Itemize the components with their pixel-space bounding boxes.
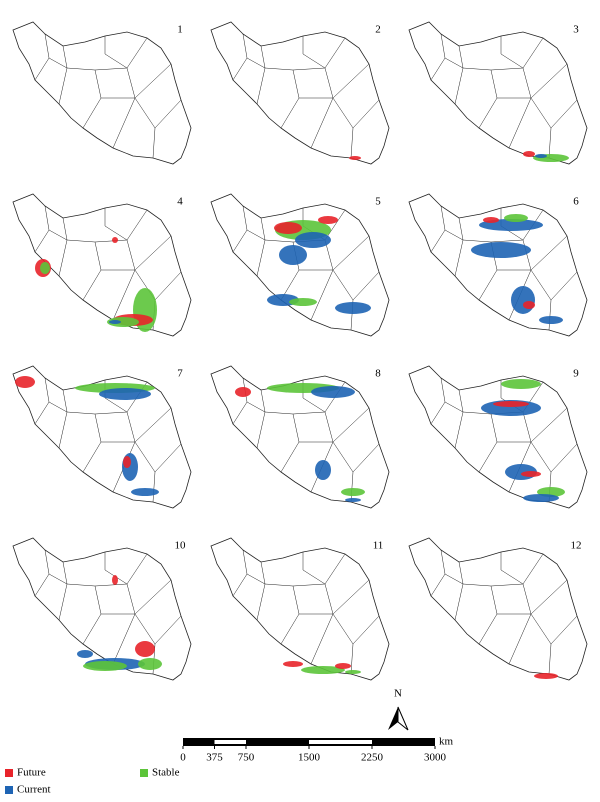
range-patch bbox=[501, 379, 541, 389]
country-outline bbox=[408, 537, 588, 681]
range-patch bbox=[318, 216, 338, 224]
panel-number: 3 bbox=[573, 24, 579, 36]
range-patch bbox=[345, 498, 361, 502]
map-panel: 9 bbox=[408, 365, 588, 509]
country-outline bbox=[408, 21, 588, 165]
range-patch bbox=[523, 494, 559, 502]
north-label: N bbox=[394, 688, 402, 700]
range-patch bbox=[521, 471, 541, 477]
scale-bar: 0 375 750 1500 2250 3000 km bbox=[180, 736, 453, 764]
map-panel: 8 bbox=[210, 365, 390, 509]
map-panel: 3 bbox=[408, 21, 588, 165]
range-patch bbox=[345, 670, 361, 674]
map-panel: 12 bbox=[408, 537, 588, 681]
map-panel: 7 bbox=[12, 365, 192, 509]
range-patch bbox=[77, 650, 93, 658]
range-patch bbox=[112, 237, 118, 243]
range-patch bbox=[235, 387, 251, 397]
panel-grid: 1 2 34 5 67 8 910 11 12 bbox=[12, 21, 588, 681]
country-outline bbox=[12, 21, 192, 165]
country-outline bbox=[408, 193, 588, 337]
scale-label: 0 bbox=[180, 752, 186, 764]
range-patch bbox=[274, 222, 302, 234]
map-panel: 2 bbox=[210, 21, 390, 165]
legend-label: Current bbox=[17, 784, 51, 796]
country-outline bbox=[210, 537, 390, 681]
scale-label: 750 bbox=[238, 752, 255, 764]
range-patch bbox=[311, 386, 355, 398]
scale-segment bbox=[214, 740, 246, 744]
country-outline bbox=[210, 21, 390, 165]
range-patch bbox=[534, 673, 558, 679]
range-patch bbox=[511, 286, 535, 314]
panel-number: 4 bbox=[177, 196, 183, 208]
range-patch bbox=[122, 453, 138, 481]
legend: Future Current Stable bbox=[5, 767, 180, 796]
range-patch bbox=[335, 663, 351, 669]
range-patch bbox=[131, 488, 159, 496]
range-patch bbox=[279, 245, 307, 265]
country-outline bbox=[210, 193, 390, 337]
legend-swatch bbox=[5, 786, 13, 794]
map-panel: 10 bbox=[12, 537, 192, 681]
range-patch bbox=[341, 488, 365, 496]
map-panel: 6 bbox=[408, 193, 588, 337]
range-patch bbox=[99, 388, 151, 400]
range-patch bbox=[301, 666, 345, 674]
range-patch bbox=[295, 232, 331, 248]
legend-label: Stable bbox=[152, 767, 180, 779]
panel-number: 5 bbox=[375, 196, 381, 208]
panel-number: 11 bbox=[373, 540, 384, 552]
scale-segment bbox=[309, 740, 372, 744]
range-patch bbox=[539, 316, 563, 324]
scale-unit: km bbox=[439, 736, 454, 748]
map-panel: 11 bbox=[210, 537, 390, 681]
panel-number: 7 bbox=[177, 368, 183, 380]
map-panel: 4 bbox=[12, 193, 192, 337]
range-patch bbox=[535, 154, 547, 158]
panel-number: 2 bbox=[375, 24, 381, 36]
range-patch bbox=[283, 661, 303, 667]
panel-number: 12 bbox=[571, 540, 582, 552]
scale-label: 1500 bbox=[298, 752, 321, 764]
map-panel: 1 bbox=[12, 21, 192, 165]
range-patch bbox=[349, 156, 361, 160]
range-patch bbox=[315, 460, 331, 480]
range-patch bbox=[504, 214, 528, 222]
range-patch bbox=[123, 456, 131, 468]
north-arrow bbox=[388, 707, 398, 730]
scale-label: 3000 bbox=[424, 752, 447, 764]
panel-number: 6 bbox=[573, 196, 579, 208]
range-patch bbox=[15, 376, 35, 388]
range-patch bbox=[523, 151, 535, 157]
legend-swatch bbox=[5, 769, 13, 777]
country-outline bbox=[408, 365, 588, 509]
range-patch bbox=[493, 401, 529, 407]
range-patch bbox=[135, 641, 155, 657]
legend-swatch bbox=[140, 769, 148, 777]
range-patch bbox=[109, 320, 121, 324]
range-patch bbox=[40, 262, 50, 274]
range-patch bbox=[107, 317, 139, 327]
range-patch bbox=[471, 242, 531, 258]
panel-number: 8 bbox=[375, 368, 381, 380]
range-patch bbox=[138, 658, 162, 670]
legend-label: Future bbox=[17, 767, 46, 779]
range-patch bbox=[83, 661, 127, 671]
range-patch bbox=[483, 217, 499, 223]
north-arrow-half bbox=[397, 706, 409, 731]
panel-number: 9 bbox=[573, 368, 579, 380]
range-patch bbox=[289, 298, 317, 306]
map-panel: 5 bbox=[210, 193, 390, 337]
range-patch bbox=[112, 575, 118, 585]
range-patch bbox=[335, 302, 371, 314]
scale-label: 375 bbox=[206, 752, 223, 764]
scale-label: 2250 bbox=[361, 752, 384, 764]
panel-number: 10 bbox=[175, 540, 187, 552]
panel-number: 1 bbox=[177, 24, 183, 36]
range-patch bbox=[523, 301, 535, 309]
